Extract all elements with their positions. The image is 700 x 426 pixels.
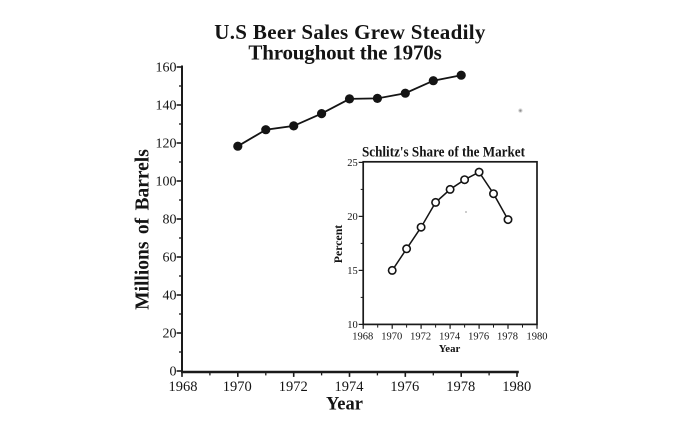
svg-text:25: 25: [347, 158, 358, 169]
svg-text:0: 0: [170, 365, 177, 380]
svg-text:1980: 1980: [502, 379, 531, 395]
svg-text:140: 140: [156, 99, 177, 114]
svg-text:1968: 1968: [352, 332, 373, 343]
svg-text:1978: 1978: [446, 379, 475, 395]
svg-text:Schlitz's Share of the Market: Schlitz's Share of the Market: [362, 145, 525, 161]
svg-text:1976: 1976: [390, 379, 419, 395]
svg-text:20: 20: [347, 212, 358, 223]
svg-text:20: 20: [163, 327, 177, 342]
svg-text:1980: 1980: [527, 332, 548, 343]
svg-text:1972: 1972: [410, 332, 431, 343]
svg-text:1978: 1978: [497, 332, 518, 343]
svg-text:1972: 1972: [279, 379, 308, 395]
svg-text:1968: 1968: [169, 379, 198, 395]
svg-text:100: 100: [156, 175, 177, 190]
svg-text:1974: 1974: [335, 379, 365, 395]
svg-text:Year: Year: [439, 343, 461, 355]
svg-text:Millions of Barrels: Millions of Barrels: [133, 149, 154, 310]
svg-text:1970: 1970: [381, 332, 402, 343]
svg-text:Throughout the 1970s: Throughout the 1970s: [248, 41, 441, 65]
svg-text:120: 120: [156, 137, 177, 152]
svg-text:40: 40: [163, 289, 177, 304]
svg-text:60: 60: [163, 251, 177, 266]
svg-text:Percent: Percent: [331, 225, 345, 263]
svg-text:80: 80: [163, 213, 177, 228]
svg-text:15: 15: [347, 266, 358, 277]
svg-text:Year: Year: [326, 394, 363, 414]
svg-text:U.S Beer Sales Grew Steadily: U.S Beer Sales Grew Steadily: [214, 20, 486, 44]
svg-text:10: 10: [347, 320, 358, 331]
svg-text:1970: 1970: [223, 379, 252, 395]
svg-text:1976: 1976: [468, 332, 489, 343]
svg-text:1974: 1974: [439, 332, 461, 343]
svg-text:160: 160: [156, 61, 177, 76]
